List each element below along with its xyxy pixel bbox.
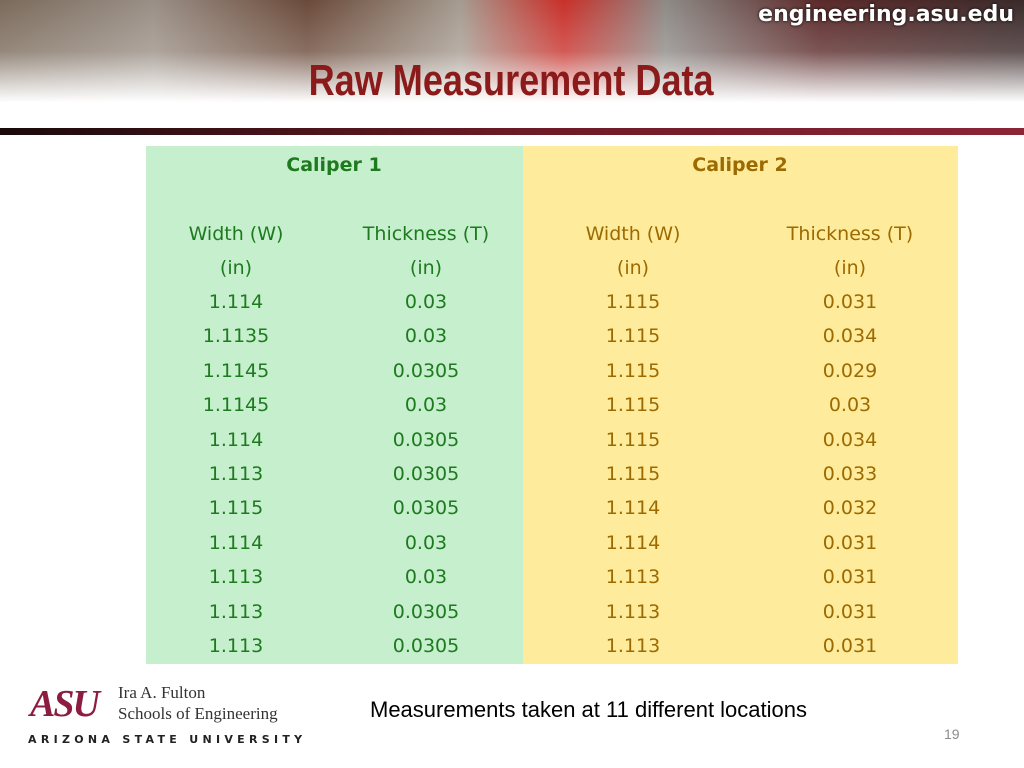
column-header: Thickness (T) bbox=[362, 223, 490, 245]
page-number: 19 bbox=[944, 726, 960, 742]
table-cell: 0.034 bbox=[822, 428, 878, 451]
table-cell: 1.113 bbox=[605, 600, 661, 623]
column-header: (in) bbox=[409, 257, 443, 280]
table-cell: 1.113 bbox=[208, 600, 264, 623]
column-header: Width (W) bbox=[188, 223, 284, 245]
logo-text: Schools of Engineering bbox=[118, 704, 278, 723]
footnote: Measurements taken at 11 different locat… bbox=[370, 697, 807, 722]
table-cell: 1.115 bbox=[605, 428, 661, 451]
site-url: engineering.asu.edu bbox=[758, 2, 1014, 27]
table-cell: 0.0305 bbox=[392, 635, 460, 657]
table-cell: 1.114 bbox=[208, 531, 264, 554]
table-cell: 0.031 bbox=[822, 566, 878, 589]
table-cell: 0.032 bbox=[822, 497, 878, 520]
university-name: ARIZONA STATE UNIVERSITY bbox=[28, 733, 307, 746]
table-cell: 0.031 bbox=[822, 600, 878, 623]
table-cell: 0.0305 bbox=[392, 463, 460, 485]
logo-mark: ASU bbox=[30, 683, 100, 725]
group-header: Caliper 1 bbox=[286, 154, 382, 176]
column-header: Thickness (T) bbox=[786, 223, 914, 245]
table-cell: 0.0305 bbox=[392, 428, 460, 451]
table-cell: 1.1145 bbox=[202, 394, 270, 417]
table-cell: 1.115 bbox=[605, 325, 661, 348]
table-cell: 1.113 bbox=[208, 635, 264, 657]
table-cell: 0.033 bbox=[822, 463, 878, 485]
title-rule bbox=[0, 128, 1024, 135]
table-cell: 0.03 bbox=[404, 291, 448, 313]
table-cell: 0.03 bbox=[828, 394, 872, 417]
table-cell: 1.115 bbox=[208, 497, 264, 520]
table-cell: 0.0305 bbox=[392, 600, 460, 623]
table-cell: 0.03 bbox=[404, 394, 448, 417]
table-cell: 1.1135 bbox=[202, 325, 270, 348]
column-header: (in) bbox=[833, 257, 867, 280]
slide-title: Raw Measurement Data bbox=[308, 56, 714, 105]
table-cell: 0.034 bbox=[822, 325, 878, 348]
column-header: (in) bbox=[219, 257, 253, 280]
table-cell: 1.113 bbox=[208, 463, 264, 485]
table-cell: 1.113 bbox=[208, 566, 264, 589]
table-cell: 1.115 bbox=[605, 359, 661, 382]
caliper-1-background bbox=[146, 146, 523, 664]
logo-text: Ira A. Fulton bbox=[118, 683, 206, 702]
table-cell: 1.1145 bbox=[202, 359, 270, 382]
table-cell: 0.031 bbox=[822, 291, 878, 313]
table-cell: 1.113 bbox=[605, 635, 661, 657]
table-cell: 1.115 bbox=[605, 394, 661, 417]
table-cell: 0.0305 bbox=[392, 359, 460, 382]
banner bbox=[0, 0, 1024, 128]
table-cell: 1.114 bbox=[208, 428, 264, 451]
table-cell: 0.03 bbox=[404, 531, 448, 554]
table-cell: 0.03 bbox=[404, 566, 448, 589]
column-header: (in) bbox=[616, 257, 650, 280]
caliper-2-background bbox=[523, 146, 958, 664]
table-cell: 0.031 bbox=[822, 635, 878, 657]
table-cell: 0.03 bbox=[404, 325, 448, 348]
table-cell: 1.114 bbox=[605, 497, 661, 520]
column-header: Width (W) bbox=[585, 223, 681, 245]
table-cell: 1.113 bbox=[605, 566, 661, 589]
table-cell: 1.115 bbox=[605, 291, 661, 313]
table-cell: 1.114 bbox=[605, 531, 661, 554]
table-cell: 1.115 bbox=[605, 463, 661, 485]
table-cell: 1.114 bbox=[208, 291, 264, 313]
table-cell: 0.031 bbox=[822, 531, 878, 554]
table-cell: 0.0305 bbox=[392, 497, 460, 520]
table-cell: 0.029 bbox=[822, 359, 878, 382]
group-header: Caliper 2 bbox=[692, 154, 788, 176]
